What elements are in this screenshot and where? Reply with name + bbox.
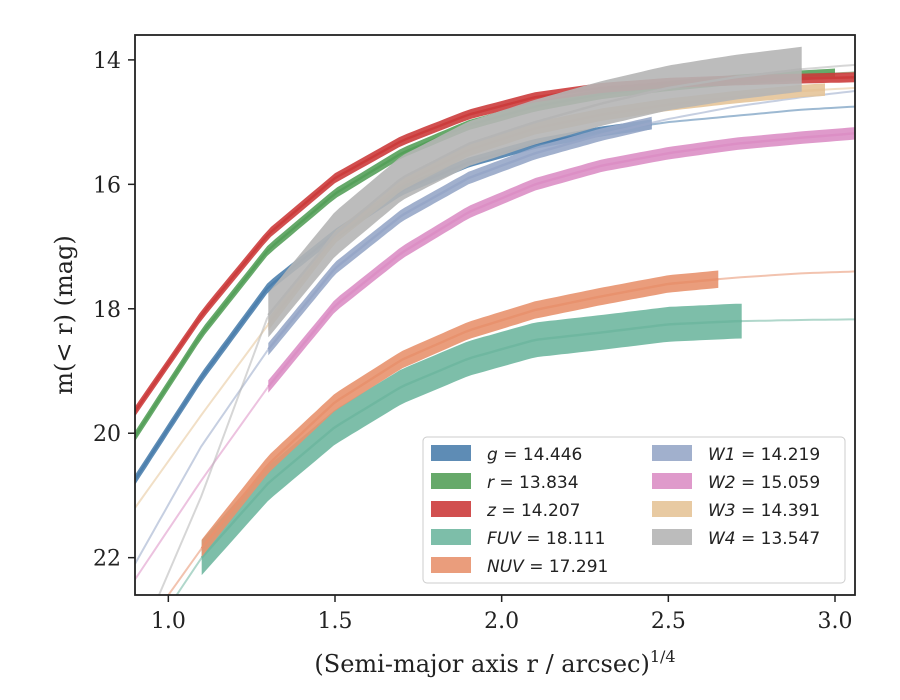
legend-swatch-g — [431, 445, 471, 461]
x-tick-label: 1.5 — [318, 609, 353, 634]
legend-swatch-fuv — [431, 529, 471, 545]
legend-swatch-nuv — [431, 557, 471, 573]
legend-label-w2: W2 = 15.059 — [708, 473, 820, 493]
legend-item-g: g = 14.446 — [431, 445, 582, 465]
x-axis-label: (Semi-major axis r / arcsec)1/4 — [314, 647, 675, 678]
legend-item-nuv: NUV = 17.291 — [431, 557, 608, 577]
legend-item-w3: W3 = 14.391 — [652, 501, 820, 521]
y-tick-label: 14 — [93, 49, 121, 74]
x-tick-label: 2.5 — [651, 609, 686, 634]
legend-label-g: g = 14.446 — [487, 445, 582, 465]
legend-label-nuv: NUV = 17.291 — [487, 557, 608, 577]
series-nuv-line — [200, 278, 719, 550]
series-w2 — [135, 127, 855, 580]
series-w2-band — [268, 127, 855, 393]
x-tick-label: 1.0 — [151, 609, 186, 634]
series-fuv — [175, 303, 855, 595]
series-w2-line — [267, 132, 855, 388]
legend-label-w4: W4 = 13.547 — [708, 529, 820, 549]
y-axis-ticks: 14 16 18 20 22 — [93, 49, 135, 572]
series-layer — [135, 46, 855, 595]
y-tick-label: 18 — [93, 298, 121, 323]
x-tick-label: 2.0 — [484, 609, 519, 634]
y-tick-label: 20 — [93, 422, 121, 447]
legend-swatch-z — [431, 501, 471, 517]
x-tick-label: 3.0 — [818, 609, 853, 634]
legend-label-r: r = 13.834 — [487, 473, 579, 493]
series-w4-line — [267, 68, 802, 316]
legend-label-z: z = 14.207 — [486, 501, 580, 521]
y-tick-label: 22 — [93, 547, 121, 572]
legend-item-z: z = 14.207 — [431, 501, 580, 521]
series-w1-line — [267, 121, 652, 350]
y-tick-label: 16 — [93, 173, 121, 198]
legend-swatch-r — [431, 473, 471, 489]
legend-item-r: r = 13.834 — [431, 473, 579, 493]
legend-item-fuv: FUV = 18.111 — [431, 529, 605, 549]
legend-swatch-w4 — [652, 529, 692, 545]
legend-label-w3: W3 = 14.391 — [708, 501, 820, 521]
legend-item-w4: W4 = 13.547 — [652, 529, 820, 549]
legend-label-w1: W1 = 14.219 — [708, 445, 820, 465]
legend: g = 14.446 r = 13.834 z = 14.207 FUV = 18.1… — [422, 436, 846, 584]
legend-label-fuv: FUV = 18.111 — [487, 529, 605, 549]
legend-swatch-w2 — [652, 473, 692, 489]
series-nuv-band — [201, 270, 719, 557]
legend-swatch-w1 — [652, 445, 692, 461]
y-axis-label: m(< r) (mag) — [50, 235, 78, 394]
series-fuv-line — [200, 319, 742, 559]
legend-item-w1: W1 = 14.219 — [652, 445, 820, 465]
x-axis-ticks: 1.0 1.5 2.0 2.5 3.0 — [151, 595, 853, 634]
series-w1 — [135, 90, 855, 565]
legend-item-w2: W2 = 15.059 — [652, 473, 820, 493]
plot-frame — [134, 34, 856, 596]
series-nuv — [167, 270, 855, 595]
series-w4 — [157, 46, 855, 595]
legend-frame — [422, 436, 846, 584]
legend-swatch-w3 — [652, 501, 692, 517]
